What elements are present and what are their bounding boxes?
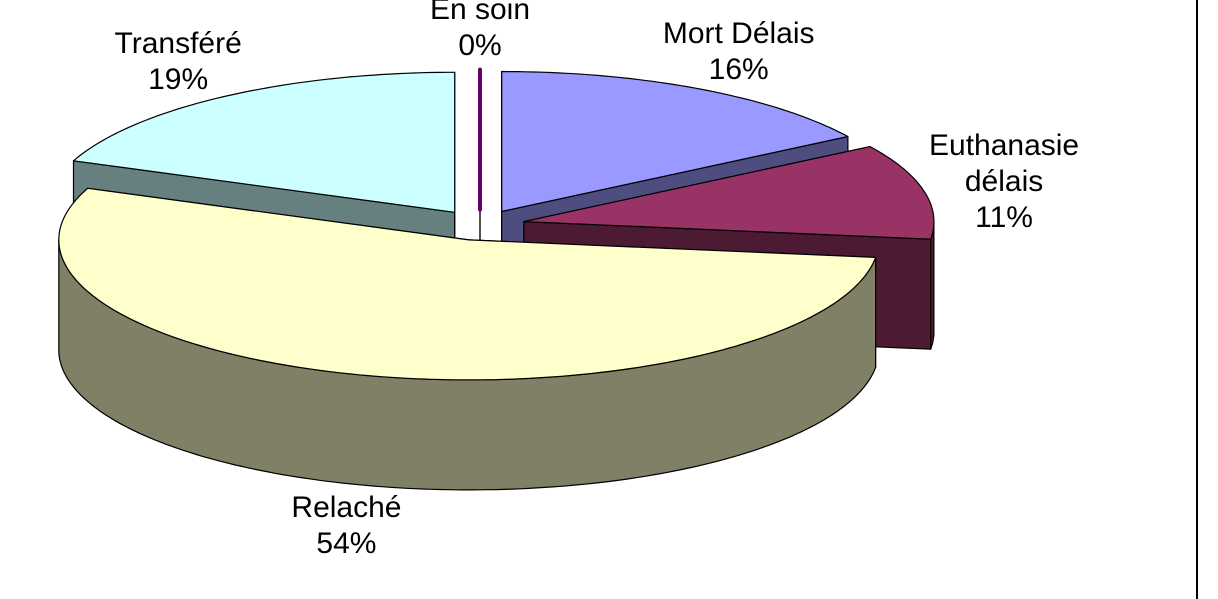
value-label: 0% — [458, 28, 502, 62]
category-label: En soin — [429, 0, 531, 26]
category-label: Mort Délais — [662, 17, 815, 51]
data-label: Mort Délais 16% — [644, 16, 834, 88]
value-label: 11% — [975, 200, 1033, 234]
data-label: Transféré 19% — [83, 26, 273, 98]
slice-top — [72, 71, 456, 213]
data-label: Relaché 54% — [251, 490, 441, 562]
slice-top — [523, 146, 935, 240]
chart-border — [1196, 0, 1198, 599]
pie-slice — [58, 187, 877, 491]
category-label: Euthanasie délais — [929, 128, 1080, 198]
data-label: Euthanasie délais 11% — [909, 128, 1099, 236]
data-label: En soin 0% — [385, 0, 575, 64]
category-label: Relaché — [291, 491, 402, 525]
value-label: 54% — [316, 527, 377, 561]
category-label: Transféré — [114, 26, 242, 60]
slice-wall — [930, 221, 935, 350]
slice-top — [501, 70, 849, 213]
value-label: 19% — [148, 62, 209, 96]
slice-top — [58, 187, 877, 381]
value-label: 16% — [708, 53, 769, 87]
